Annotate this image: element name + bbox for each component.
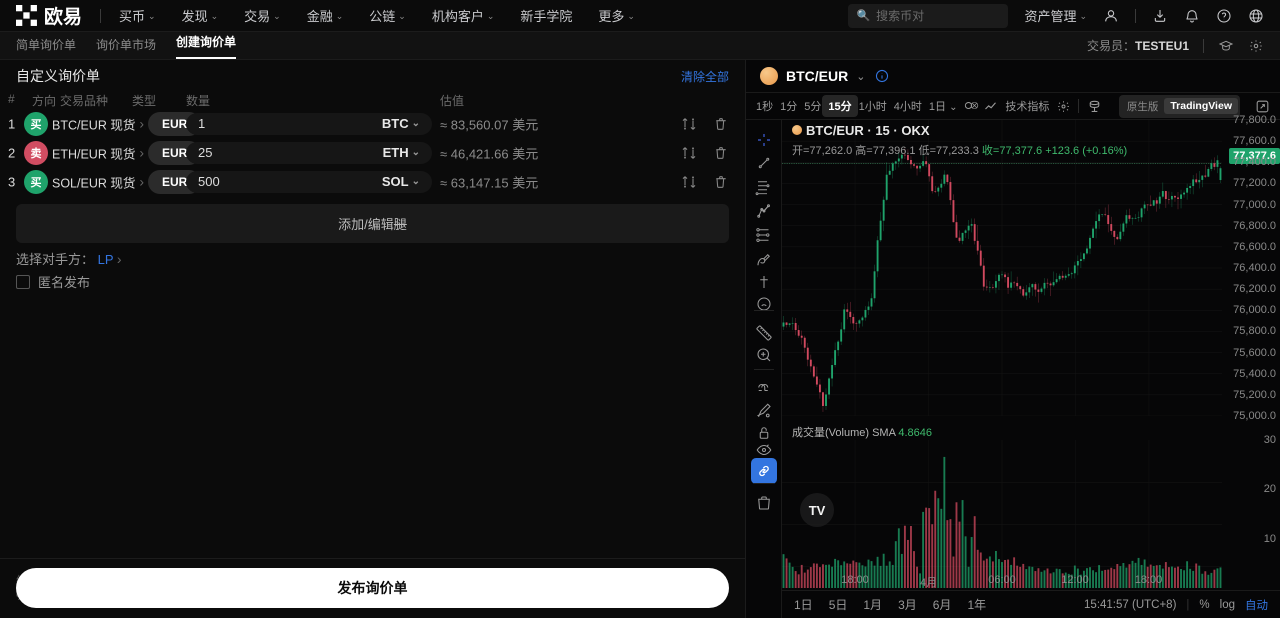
svg-text:TV: TV xyxy=(809,503,826,518)
